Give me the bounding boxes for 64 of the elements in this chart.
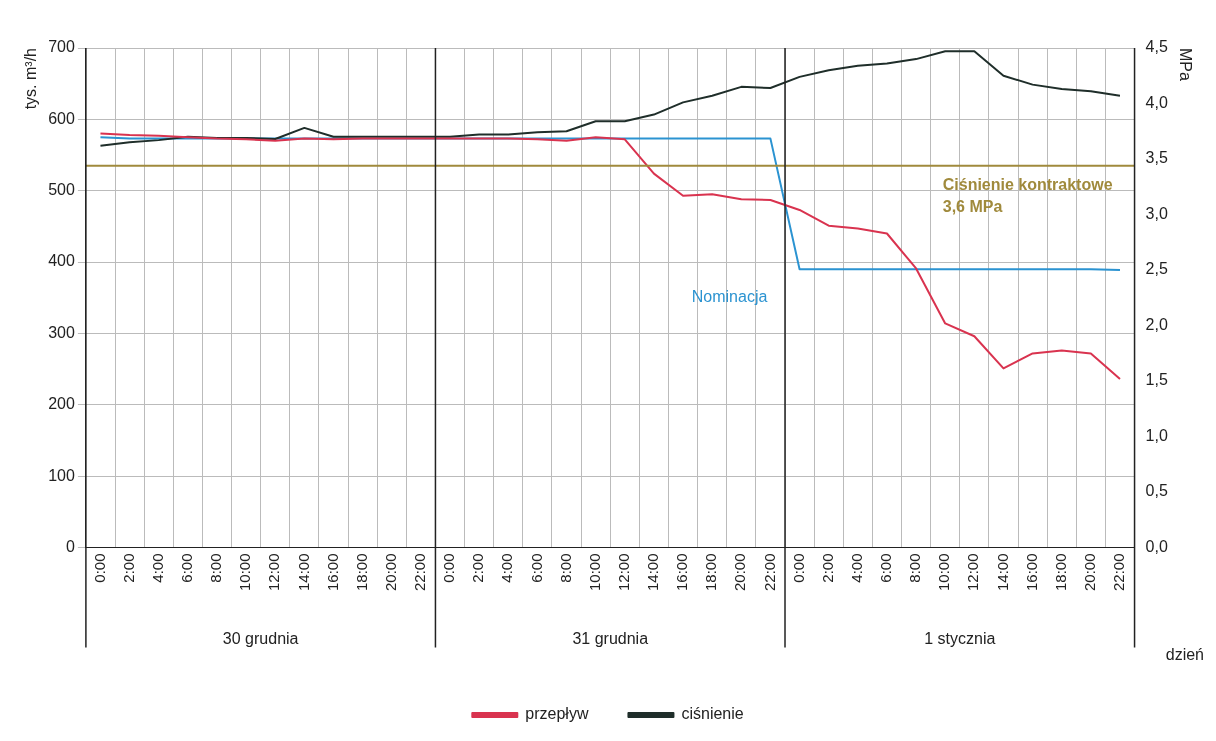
x-tick-label: 10:00 xyxy=(935,553,953,592)
x-tick-label: 22:00 xyxy=(1110,553,1128,592)
x-tick-label: 8:00 xyxy=(906,553,924,583)
y2-tick-label: 1,5 xyxy=(1145,371,1168,389)
y2-tick-label: 2,5 xyxy=(1145,260,1168,278)
y2-tick-label: 0,5 xyxy=(1145,482,1168,500)
y-tick-label: 100 xyxy=(48,466,75,484)
x-tick-label: 12:00 xyxy=(265,553,283,592)
x-tick-label: 22:00 xyxy=(760,553,778,592)
text: 1 stycznia xyxy=(924,629,996,647)
x-tick-label: 6:00 xyxy=(527,553,545,583)
y-tick-label: 400 xyxy=(48,252,75,270)
x-tick-label: 18:00 xyxy=(1051,553,1069,592)
x-tick-label: 18:00 xyxy=(702,553,720,592)
x-tick-label: 10:00 xyxy=(585,553,603,592)
x-tick-label: 16:00 xyxy=(1022,553,1040,592)
legend-label: ciśnienie xyxy=(681,705,744,723)
x-tick-label: 12:00 xyxy=(614,553,632,592)
text: 30 grudnia xyxy=(222,629,299,647)
y-tick-label: 300 xyxy=(48,323,75,341)
y-axis-title: tys. m³/h xyxy=(22,48,40,110)
x-tick-label: 4:00 xyxy=(498,553,516,583)
ref-line-label: Ciśnienie kontraktowe 3,6 MPa xyxy=(942,176,1113,216)
x-tick-label: 2:00 xyxy=(818,553,836,583)
x-tick-label: 4:00 xyxy=(847,553,865,583)
legend-label: przepływ xyxy=(525,705,589,723)
x-tick-label: 6:00 xyxy=(877,553,895,583)
x-tick-label: 18:00 xyxy=(352,553,370,592)
x-tick-label: 14:00 xyxy=(294,553,312,592)
x-tick-label: 20:00 xyxy=(1081,553,1098,592)
annotation: Nominacja xyxy=(691,287,768,305)
x-tick-label: 22:00 xyxy=(411,553,429,592)
x-tick-label: 0:00 xyxy=(440,553,458,583)
x-tick-label: 16:00 xyxy=(673,553,691,592)
x-tick-label: 14:00 xyxy=(644,553,662,592)
x-tick-label: 20:00 xyxy=(731,553,749,592)
y2-tick-label: 0,0 xyxy=(1145,537,1168,555)
y2-tick-label: 4,5 xyxy=(1145,38,1168,56)
y2-tick-label: 2,0 xyxy=(1145,315,1168,333)
x-tick-label: 0:00 xyxy=(90,553,108,583)
x-tick-label: 2:00 xyxy=(119,553,137,583)
x-tick-label: 10:00 xyxy=(236,553,254,592)
y2-axis-title: MPa xyxy=(1176,48,1194,81)
x-tick-label: 14:00 xyxy=(993,553,1011,592)
y2-tick-label: 3,5 xyxy=(1145,149,1168,167)
y2-tick-label: 4,0 xyxy=(1145,93,1168,111)
x-tick-label: 0:00 xyxy=(789,553,807,583)
x-tick-label: 6:00 xyxy=(177,553,195,583)
y-tick-label: 600 xyxy=(48,109,75,127)
text: 31 grudnia xyxy=(572,629,649,647)
x-axis-title: dzień xyxy=(1165,645,1204,663)
x-tick-label: 20:00 xyxy=(381,553,399,592)
x-tick-label: 16:00 xyxy=(323,553,341,592)
y-tick-label: 700 xyxy=(48,38,75,56)
x-tick-label: 12:00 xyxy=(964,553,982,592)
x-tick-label: 8:00 xyxy=(556,553,574,583)
y2-tick-label: 1,0 xyxy=(1145,426,1168,444)
x-tick-label: 8:00 xyxy=(207,553,225,583)
y2-tick-label: 3,0 xyxy=(1145,204,1168,222)
x-tick-label: 2:00 xyxy=(469,553,487,583)
y-tick-label: 200 xyxy=(48,395,75,413)
y-tick-label: 500 xyxy=(48,181,75,199)
y-tick-label: 0 xyxy=(65,537,75,555)
x-tick-label: 4:00 xyxy=(148,553,166,583)
